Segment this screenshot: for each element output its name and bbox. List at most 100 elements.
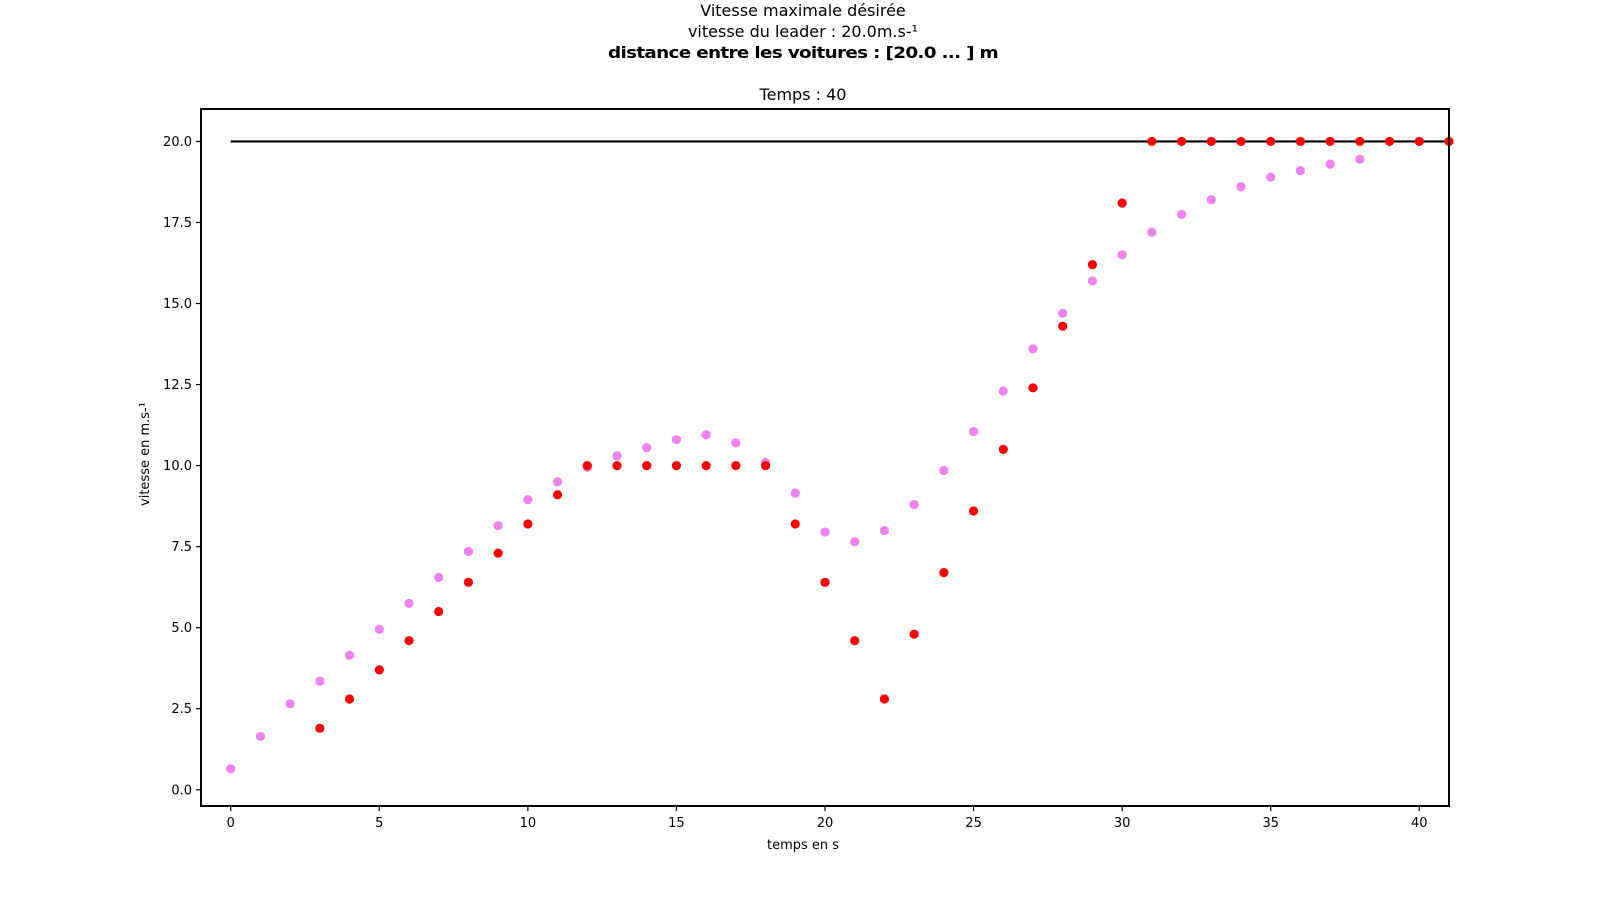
series-2-point [552,490,563,500]
series-2-point [1087,260,1098,270]
y-tick-label: 15.0 [163,297,192,312]
series-2-point [1058,321,1068,331]
series-2-point [1236,136,1246,147]
y-tick-label: 20.0 [163,135,192,150]
series-2-point [1147,136,1157,147]
series-1-point [850,537,860,547]
plot-frame [200,108,1450,807]
series-1-point [463,546,474,557]
x-tick-label: 40 [1411,816,1428,831]
series-1-point [315,676,325,686]
y-tick-label: 7.5 [171,540,192,555]
series-1-point [1295,165,1306,176]
chart-title: Vitesse maximale désirée [700,1,906,20]
series-2-point [642,461,652,471]
series-2-point [731,461,741,471]
series-2-point [1355,136,1365,147]
series-1-point [404,598,414,608]
series-1-point [731,438,741,448]
series-1-point [642,443,652,453]
chart-title-line-2: vitesse du leader : 20.0m.s-¹ [688,22,918,41]
series-1-point [998,386,1008,396]
series-2-point [404,636,414,646]
chart-subtitle: Temps : 40 [759,85,847,104]
series-2-point [344,694,355,704]
series-2-point [671,461,682,471]
x-tick-label: 35 [1262,816,1279,831]
series-1-point [790,488,800,498]
series-1-point [968,426,979,437]
y-tick-label: 12.5 [163,378,192,393]
series-1-point [701,430,711,440]
x-tick-label: 5 [375,816,383,831]
y-tick-label: 10.0 [163,459,192,474]
series-1-point [1147,227,1157,237]
y-tick-label: 2.5 [171,702,192,717]
x-axis-label: temps en s [767,838,839,853]
series-2-point [463,577,474,587]
x-tick-label: 30 [1114,816,1131,831]
y-tick-label: 0.0 [171,783,192,798]
series-2-point [315,723,325,733]
y-tick-label: 17.5 [163,216,192,231]
series-2-point [434,606,444,617]
series-1-point [523,495,533,505]
series-1-point [1355,154,1365,164]
series-1-point [671,435,682,445]
series-2-point [523,519,533,529]
chart-title-line-3-overlapping: distance entre les voitures : [20.0 ... … [608,43,998,62]
series-1-point [226,764,236,774]
series-2-point [374,665,384,675]
series-2-point [820,577,830,587]
y-tick-label: 5.0 [171,621,192,636]
series-2-point [1295,136,1306,147]
series-2-point [939,567,949,578]
series-2-point [582,461,592,471]
series-1-point [493,520,503,531]
series-1-point [255,731,266,741]
series-2-point [612,461,622,471]
x-tick-label: 20 [817,816,834,831]
series-1-point [1117,250,1127,260]
series-2-point [879,694,890,704]
series-2-point [1028,383,1038,393]
series-2-point [909,629,919,639]
series-1-point [1087,276,1098,286]
series-1-point [939,465,949,476]
series-2-point [493,548,503,558]
series-1-point [612,451,622,461]
plot-area: 0 5 10 15 20 25 30 35 40 0.0 2.5 5.0 7.5 10.0 12.5 15.0… [163,108,1454,831]
x-tick-label: 0 [227,816,235,831]
series-1-point [1266,172,1276,182]
series-2-point [1384,136,1395,147]
series-1-point [434,572,444,583]
series-2-point [998,444,1008,454]
series-2-point [1117,198,1127,208]
series-1-point [1176,209,1187,219]
series-2-point [790,519,800,529]
series-2-point [1325,136,1335,147]
series-1-point [820,527,830,537]
series-2-point [701,461,711,471]
series-1-point [879,525,890,536]
series-2-point [1266,136,1276,147]
series-1-point [1028,344,1038,354]
series-1-point [1325,159,1335,169]
series-2-point [760,461,771,471]
series-1-point [909,499,919,510]
series-2-point [1176,136,1187,147]
x-tick-label: 10 [520,816,537,831]
series-2-point [1414,136,1424,147]
series-1-point [552,477,563,487]
x-tick-label: 15 [668,816,685,831]
series-1-point [1058,308,1068,318]
series-1-point [1206,195,1216,205]
chart-titles: Vitesse maximale désirée vitesse du lead… [608,1,999,104]
x-tick-label: 25 [965,816,982,831]
y-axis-label: vitesse en m.s-¹ [138,402,153,506]
series-2-point [1206,136,1216,147]
series-2-point [968,506,979,516]
series-1-point [374,624,384,634]
series-2-point [850,636,860,646]
